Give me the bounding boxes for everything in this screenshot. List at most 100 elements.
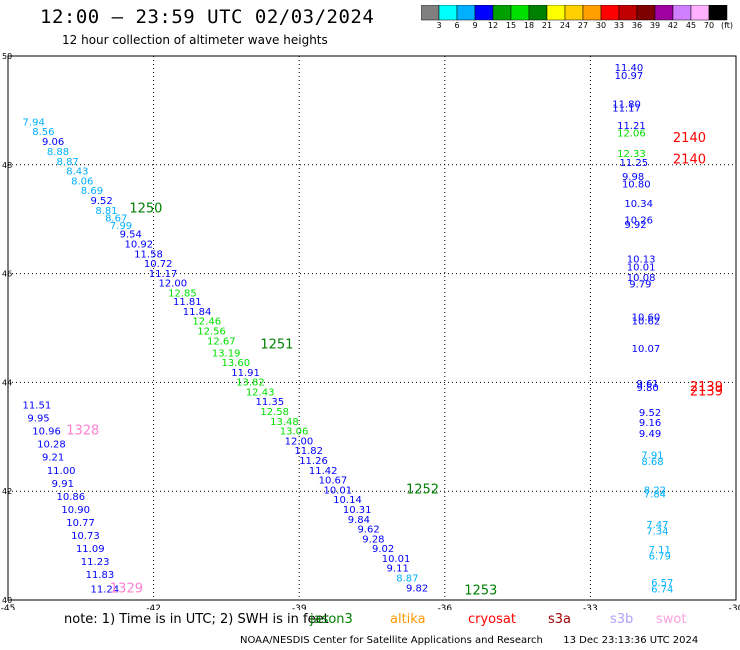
color-scale-label: 21: [541, 21, 553, 30]
wave-height-value: 8.68: [641, 457, 663, 468]
color-scale-label: 18: [523, 21, 535, 30]
wave-height-value: 11.83: [86, 570, 115, 581]
wave-height-value: 9.82: [406, 583, 428, 594]
units-note: note: 1) Time is in UTC; 2) SWH is in fe…: [64, 612, 329, 627]
wave-height-value: 10.90: [61, 505, 90, 516]
color-scale-label: 15: [505, 21, 517, 30]
wave-height-value: 8.06: [71, 176, 93, 187]
wave-height-value: 12.06: [617, 129, 646, 140]
wave-height-value: 7.94: [23, 118, 45, 129]
longitude-tick-label: -42: [146, 604, 161, 610]
wave-height-value: 8.56: [32, 127, 54, 138]
wave-height-value: 10.01: [323, 485, 352, 496]
map-subtitle: 12 hour collection of altimeter wave hei…: [62, 33, 328, 47]
wave-height-value: 11.84: [183, 307, 212, 318]
wave-height-value: 6.57: [651, 578, 673, 589]
latitude-tick-label: 46: [2, 270, 12, 279]
wave-height-value: 11.21: [617, 121, 646, 132]
latitude-tick-label: 42: [2, 487, 12, 496]
wave-height-value: 10.01: [382, 554, 411, 565]
map-frame: [7, 55, 737, 601]
wave-height-value: 10.73: [71, 531, 100, 542]
wave-height-value: 10.34: [624, 199, 653, 210]
satellite-pass: 11.51 9.95 10.96 10.28 9.21 11.00 9.91 10.86 10.…: [23, 401, 143, 597]
wave-height-value: 7.11: [649, 545, 671, 556]
latitude-tick-label: 50: [2, 52, 12, 61]
wave-height-value: 9.02: [372, 544, 394, 555]
wave-height-value: 8.67: [105, 213, 127, 224]
wave-height-value: 9.91: [52, 479, 74, 490]
wave-height-value: 11.42: [309, 466, 338, 477]
wave-height-value: 13.19: [212, 348, 241, 359]
latitude-tick-label: 40: [2, 596, 12, 605]
credit-text: NOAA/NESDIS Center for Satellite Applica…: [240, 635, 543, 646]
color-scale-label: 27: [577, 21, 589, 30]
wave-height-value: 9.11: [387, 564, 409, 575]
wave-height-value: 8.81: [95, 206, 117, 217]
wave-height-value: 13.60: [222, 358, 251, 369]
wave-height-value: 10.77: [66, 518, 95, 529]
wave-height-value: 10.07: [632, 344, 661, 355]
wave-height-value: 7.34: [646, 527, 668, 538]
wave-height-value: 11.00: [47, 466, 76, 477]
wave-height-value: 10.13: [627, 255, 656, 266]
wave-height-value: 10.86: [57, 492, 86, 503]
wave-height-value: 7.84: [644, 490, 666, 501]
longitude-tick-label: -39: [292, 604, 307, 610]
wave-height-value: 12.33: [617, 149, 646, 160]
footer-credit: NOAA/NESDIS Center for Satellite Applica…: [240, 635, 698, 646]
wave-height-value: 11.51: [23, 401, 52, 412]
wave-height-value: 12.56: [197, 327, 226, 338]
wave-height-value: 12.58: [260, 407, 289, 418]
wave-height-value: 11.26: [299, 456, 328, 467]
satellite-pass: 7.948.569.068.888.878.438.068.699.528.81…: [23, 118, 498, 599]
wave-height-value: 7.99: [110, 221, 132, 232]
latitude-tick-label: 48: [2, 161, 12, 170]
wave-height-value: 10.14: [333, 495, 362, 506]
wave-height-value: 11.17: [149, 269, 178, 280]
wave-height-value: 10.62: [632, 317, 661, 328]
wave-height-value: 11.40: [615, 63, 644, 74]
pass-time-label: 1252: [406, 482, 439, 497]
pass-time-label: 2140: [673, 131, 706, 146]
wave-height-value: 8.22: [644, 485, 666, 496]
wave-height-value: 10.72: [144, 259, 173, 270]
wave-height-value: 9.06: [42, 137, 64, 148]
color-scale-label: 9: [472, 21, 478, 30]
wave-height-value: 9.16: [639, 418, 661, 429]
color-scale-label: 30: [595, 21, 607, 30]
mission-name-altika: altika: [390, 612, 426, 627]
wave-height-value: 12.46: [192, 317, 221, 328]
pass-time-label: 1253: [464, 584, 497, 599]
wave-height-value: 8.87: [396, 574, 418, 585]
wave-height-value: 9.62: [357, 525, 379, 536]
wave-height-value: 9.95: [27, 414, 49, 425]
wave-height-value: 10.28: [37, 440, 66, 451]
color-scale-labels: 3 6 9 12 15 18 21 24 27 30 33 36 39 42 45 70 (ft): [421, 21, 740, 35]
wave-height-value: 10.97: [615, 71, 644, 82]
wave-height-value: 10.80: [622, 180, 651, 191]
color-scale-label: 6: [454, 21, 460, 30]
wave-height-value: 13.48: [270, 417, 299, 428]
wave-height-value: 7.47: [646, 520, 668, 531]
wave-height-value: 10.26: [624, 216, 653, 227]
longitude-tick-label: -30: [729, 604, 740, 610]
wave-height-value: 12.85: [168, 288, 197, 299]
wave-height-value: 11.58: [134, 249, 163, 260]
wave-height-value: 9.84: [348, 515, 370, 526]
pass-time-label: 1329: [110, 581, 143, 596]
longitude-tick-label: -45: [1, 604, 16, 610]
mission-name-swot: swot: [656, 612, 687, 627]
longitude-tick-label: -36: [437, 604, 452, 610]
wave-height-value: 9.52: [91, 196, 113, 207]
wave-height-value: 10.01: [627, 262, 656, 273]
color-scale-label: 12: [487, 21, 499, 30]
wave-height-value: 8.43: [66, 167, 88, 178]
mission-legend: jason3 altika cryosat s3a s3b swot: [0, 612, 740, 630]
wave-height-value: 9.21: [42, 453, 64, 464]
color-scale-label: 42: [667, 21, 679, 30]
wave-height-value: 11.17: [612, 103, 641, 114]
wave-height-value: 10.60: [632, 312, 661, 323]
wave-height-value: 9.80: [637, 383, 659, 394]
wave-height-value: 9.49: [639, 429, 661, 440]
